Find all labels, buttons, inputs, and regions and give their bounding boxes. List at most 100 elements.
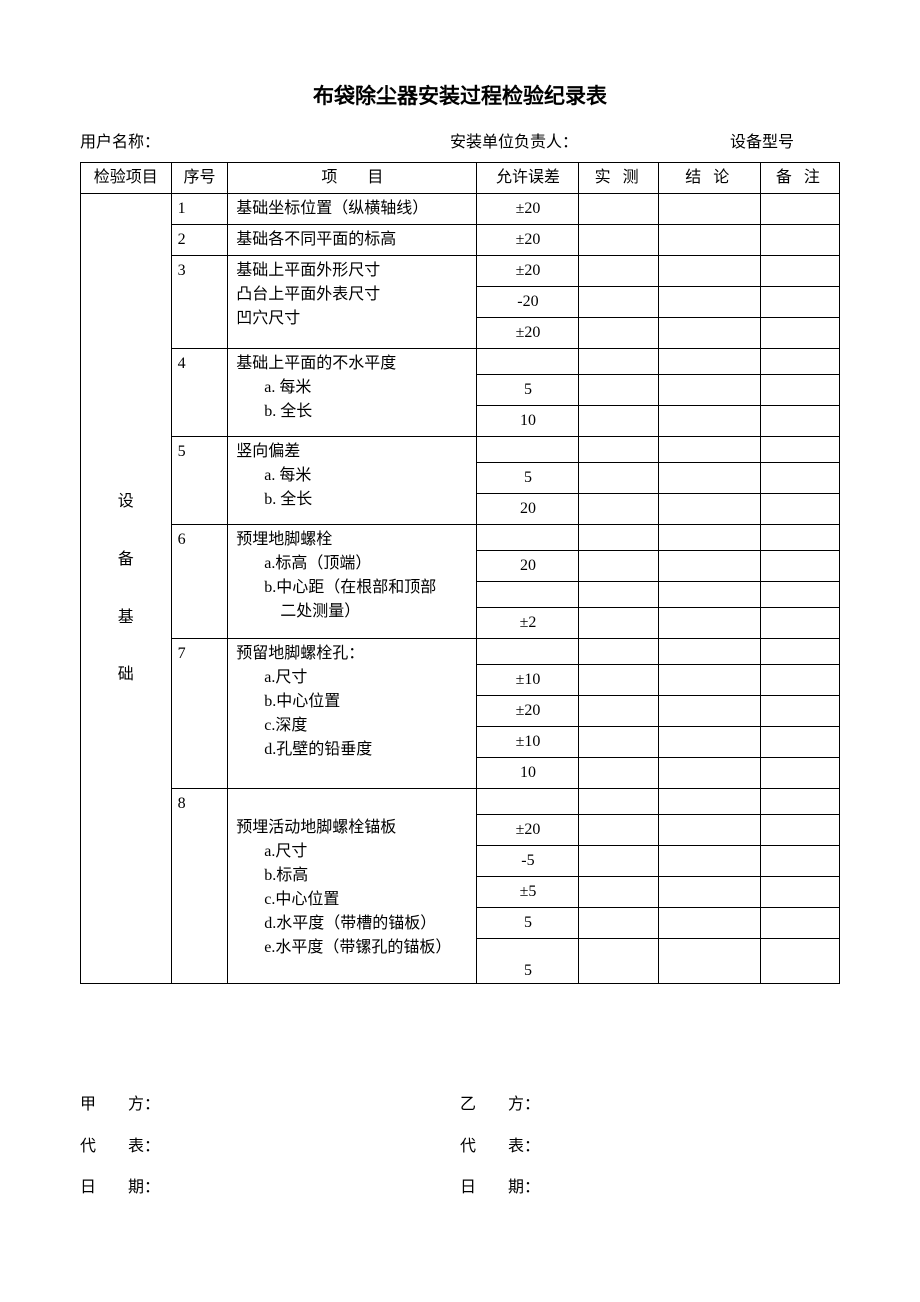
note-cell [760,939,839,984]
conc-cell [658,551,760,582]
tol-cell [477,525,579,551]
meas-cell [579,639,658,665]
meas-cell [579,758,658,789]
conc-cell [658,665,760,696]
header-row: 用户名称： 安装单位负责人： 设备型号 [80,128,840,152]
note-cell [760,551,839,582]
seq-cell: 2 [171,225,228,256]
note-cell [760,608,839,639]
th-note: 备 注 [760,163,839,194]
th-conclusion: 结 论 [658,163,760,194]
item-cell: 预埋活动地脚螺栓锚板a.尺寸b.标高c.中心位置d.水平度（带槽的锚板）e.水平… [228,789,477,984]
item-cell: 基础上平面的不水平度a. 每米b. 全长 [228,349,477,437]
tol-cell: 5 [477,939,579,984]
seq-cell: 5 [171,437,228,525]
tol-cell: -20 [477,287,579,318]
table-row: 设备基础1基础坐标位置（纵横轴线）±20 [81,194,840,225]
note-cell [760,758,839,789]
note-cell [760,665,839,696]
tol-cell: ±5 [477,877,579,908]
note-cell [760,908,839,939]
user-label: 用户名称： [80,128,450,152]
conc-cell [658,494,760,525]
meas-cell [579,939,658,984]
tol-cell: 20 [477,551,579,582]
note-cell [760,846,839,877]
tol-cell: 20 [477,494,579,525]
date-b: 日 期： [460,1167,840,1209]
note-cell [760,256,839,287]
th-seq: 序号 [171,163,228,194]
th-measured: 实 测 [579,163,658,194]
tol-cell: ±10 [477,727,579,758]
table-header-row: 检验项目 序号 项目 允许误差 实 测 结 论 备 注 [81,163,840,194]
installer-label: 安装单位负责人： [450,128,730,152]
meas-cell [579,525,658,551]
meas-cell [579,349,658,375]
sig-col-b: 乙 方： 代 表： 日 期： [460,1084,840,1209]
tol-cell: 10 [477,758,579,789]
meas-cell [579,908,658,939]
meas-cell [579,551,658,582]
meas-cell [579,727,658,758]
conc-cell [658,375,760,406]
note-cell [760,696,839,727]
note-cell [760,318,839,349]
meas-cell [579,846,658,877]
note-cell [760,194,839,225]
note-cell [760,406,839,437]
table-row: 6预埋地脚螺栓a.标高（顶端）b.中心距（在根部和顶部二处测量） [81,525,840,551]
tol-cell: ±20 [477,194,579,225]
inspection-table: 检验项目 序号 项目 允许误差 实 测 结 论 备 注 设备基础1基础坐标位置（… [80,162,840,984]
item-cell: 基础各不同平面的标高 [228,225,477,256]
table-row: 3基础上平面外形尺寸凸台上平面外表尺寸凹穴尺寸±20 [81,256,840,287]
conc-cell [658,349,760,375]
conc-cell [658,463,760,494]
seq-cell: 8 [171,789,228,984]
meas-cell [579,665,658,696]
note-cell [760,463,839,494]
tol-cell: ±20 [477,256,579,287]
meas-cell [579,225,658,256]
tol-cell: 5 [477,463,579,494]
seq-cell: 4 [171,349,228,437]
tol-cell: 5 [477,908,579,939]
item-cell: 基础坐标位置（纵横轴线） [228,194,477,225]
item-cell: 竖向偏差a. 每米b. 全长 [228,437,477,525]
tol-cell: ±10 [477,665,579,696]
tol-cell: ±2 [477,608,579,639]
rep-b: 代 表： [460,1126,840,1168]
note-cell [760,639,839,665]
conc-cell [658,877,760,908]
note-cell [760,349,839,375]
meas-cell [579,194,658,225]
seq-cell: 3 [171,256,228,349]
note-cell [760,225,839,256]
conc-cell [658,406,760,437]
note-cell [760,877,839,908]
meas-cell [579,696,658,727]
meas-cell [579,287,658,318]
tol-cell [477,582,579,608]
conc-cell [658,225,760,256]
note-cell [760,525,839,551]
note-cell [760,789,839,815]
conc-cell [658,318,760,349]
rep-a: 代 表： [80,1126,460,1168]
item-cell: 基础上平面外形尺寸凸台上平面外表尺寸凹穴尺寸 [228,256,477,349]
seq-cell: 1 [171,194,228,225]
party-a: 甲 方： [80,1084,460,1126]
meas-cell [579,494,658,525]
conc-cell [658,846,760,877]
item-cell: 预留地脚螺栓孔：a.尺寸b.中心位置c.深度d.孔壁的铅垂度 [228,639,477,789]
seq-cell: 6 [171,525,228,639]
meas-cell [579,789,658,815]
conc-cell [658,789,760,815]
meas-cell [579,318,658,349]
note-cell [760,375,839,406]
table-row: 8 预埋活动地脚螺栓锚板a.尺寸b.标高c.中心位置d.水平度（带槽的锚板）e.… [81,789,840,815]
meas-cell [579,582,658,608]
th-category: 检验项目 [81,163,172,194]
signature-block: 甲 方： 代 表： 日 期： 乙 方： 代 表： 日 期： [80,1084,840,1209]
note-cell [760,287,839,318]
